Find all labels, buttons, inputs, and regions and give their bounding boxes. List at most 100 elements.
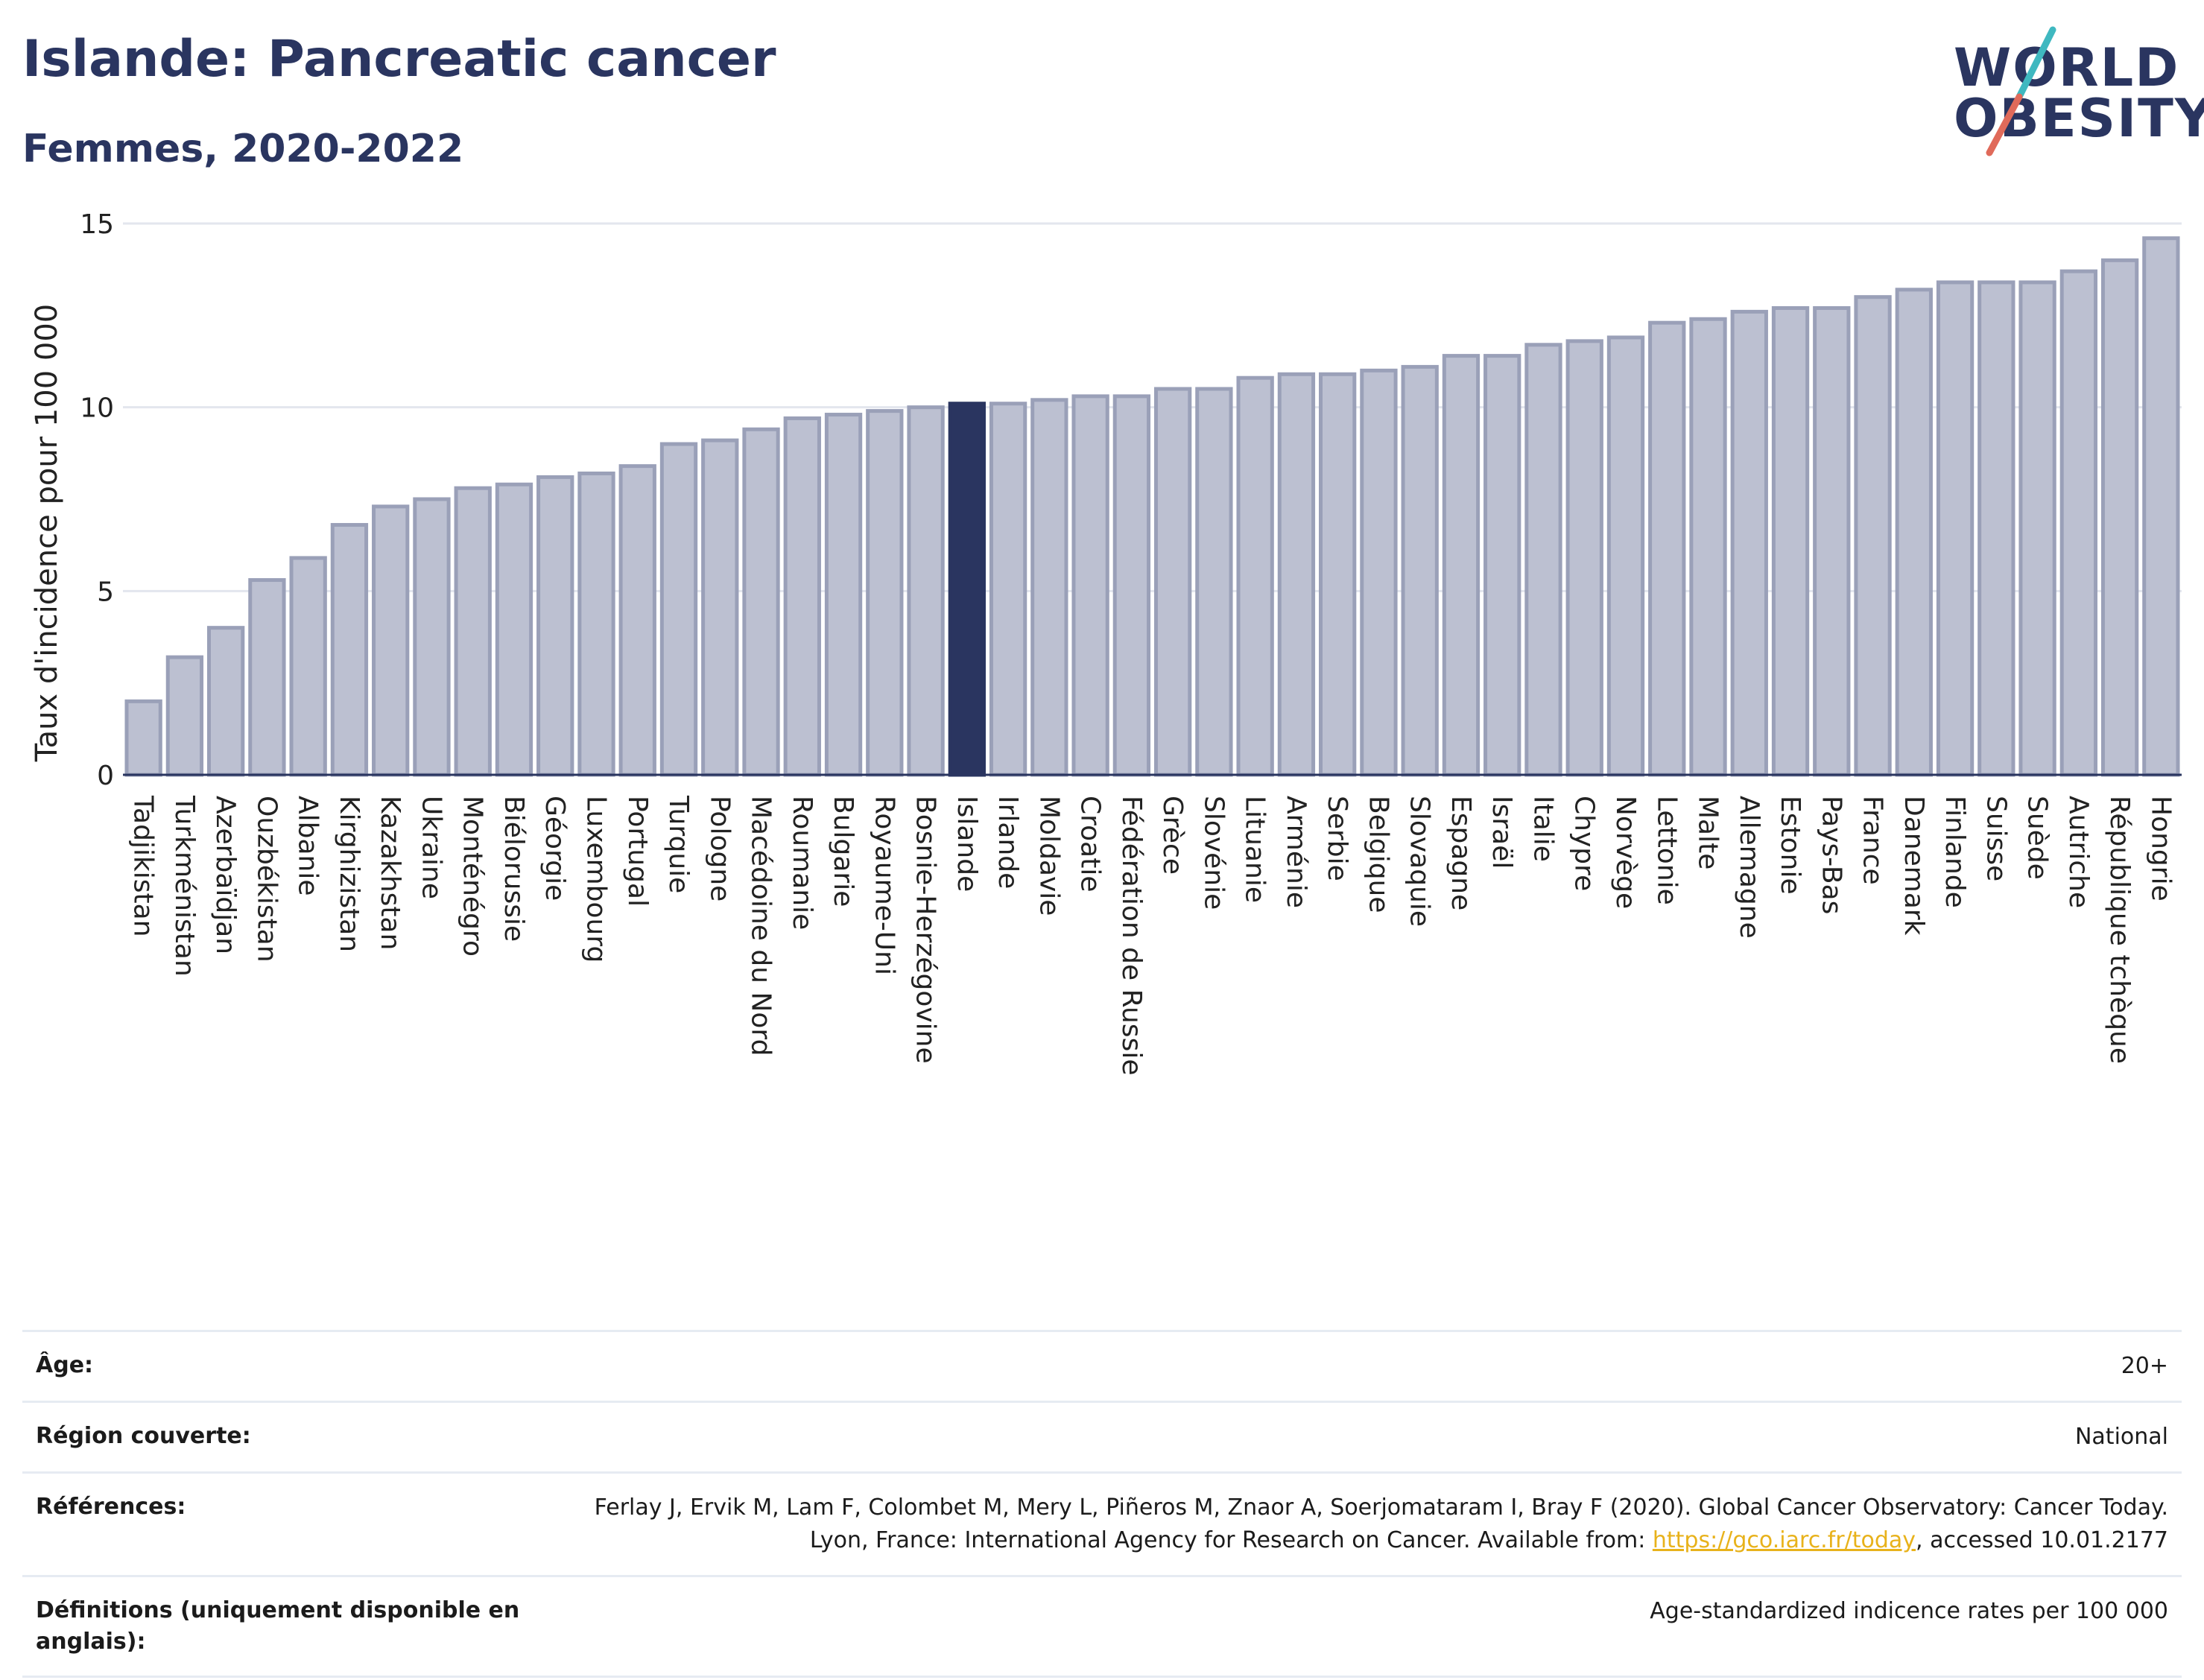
logo-line-1: WORLD [1954,37,2180,98]
bar [989,402,1027,777]
y-tick-label: 10 [80,393,114,424]
age-value: 20+ [2121,1353,2168,1379]
world-obesity-logo[interactable]: WORLD OBESITY [1937,22,2204,156]
bar [1153,387,1192,777]
bar [659,442,698,777]
bar [1606,335,1645,777]
x-tick-label: Slovénie [1198,796,1229,910]
x-tick-label: Macédoine du Nord [746,796,776,1056]
x-tick-label: Israël [1486,796,1517,869]
bar [1895,288,1933,777]
x-tick-label: Turquie [663,795,694,893]
x-tick-label: Ukraine [416,796,446,899]
bar [1442,354,1481,777]
bar [618,464,656,777]
x-tick-label: Allemagne [1734,796,1764,939]
x-tick-label: Kazakhstan [375,796,405,950]
bar [1977,280,2015,777]
bar [1319,372,1357,777]
x-tick-label: Croatie [1075,796,1106,893]
bar [1236,375,1274,777]
x-tick-label: Fédération de Russie [1116,796,1147,1075]
bar [2142,236,2180,777]
bar [907,405,945,777]
bar [866,409,904,777]
region-label: Région couverte: [36,1423,251,1449]
bar [289,556,327,777]
x-tick-label: Grèce [1157,796,1188,875]
references-label: Références: [36,1494,186,1520]
bar [1730,309,1768,777]
x-tick-label: Arménie [1281,796,1311,908]
x-tick-label: Turkménistan [169,795,200,977]
bar-chart: 0 5 10 15 Taux d'incidence pour 100 000 Tadji… [30,209,2182,1075]
x-tick-label: Suède [2022,796,2053,880]
x-tick-label: Biélorussie [498,796,529,942]
references-suffix: , accessed 10.01.2177 [1916,1527,2168,1553]
bar [577,471,615,777]
bar [2018,280,2056,777]
bar [206,626,245,777]
bar [824,413,863,777]
bar [1071,394,1109,777]
x-tick-label: Suisse [1980,796,2011,881]
references-link[interactable]: https://gco.iarc.fr/today [1652,1527,1916,1553]
x-tick-label: Moldavie [1033,796,1064,916]
bar [1030,398,1068,777]
x-tick-label: Tadjikistan [128,795,159,937]
bar [783,416,821,777]
bar [1936,280,1975,777]
bar [1689,317,1727,777]
bar [1524,343,1562,777]
definitions-label: Définitions (uniquement disponible en an… [36,1597,520,1655]
x-tick-label: Autriche [2063,796,2094,908]
x-tick-label: Kirghizistan [334,796,364,952]
x-tick-label: Irlande [992,796,1023,889]
bar [165,655,204,777]
age-label: Âge: [36,1352,94,1378]
bar [248,578,286,777]
bar [372,504,410,777]
x-tick-label: Ouzbékistan [251,796,282,963]
x-tick-label: Azerbaïdjan [210,796,241,954]
chart-subtitle: Femmes, 2020-2022 [22,127,464,171]
bar [413,497,451,777]
x-tick-label: Estonie [1775,796,1805,895]
bar [1401,364,1439,777]
meta-row-region: Région couverte: National [22,1401,2182,1471]
meta-row-references: Références: Ferlay J, Ervik M, Lam F, Co… [22,1471,2182,1575]
metadata-table: Âge: 20+ Région couverte: National Référ… [22,1330,2182,1678]
x-tick-label: Bulgarie [828,796,858,907]
x-tick-label: Finlande [1939,796,1970,908]
bar [1813,305,1851,777]
bar [1483,354,1521,777]
x-tick-label: Lituanie [1240,796,1270,903]
x-tick-label: Pologne [704,796,735,901]
y-tick-label: 15 [80,209,114,240]
x-tick-label: Lettonie [1651,796,1682,905]
x-tick-label: Monténégro [457,796,488,957]
x-tick-label: Chypre [1569,796,1600,891]
bar [1277,372,1316,777]
bar [495,482,533,777]
x-tick-label: Malte [1693,796,1723,869]
x-tick-label: Roumanie [787,796,817,930]
x-tick-label: Hongrie [2145,796,2176,901]
references-value: Ferlay J, Ervik M, Lam F, Colombet M, Me… [566,1492,2168,1557]
x-tick-label: Belgique [1363,796,1393,913]
bar [1360,368,1398,777]
x-tick-label: Islande [951,796,982,892]
x-tick-label: Luxembourg [580,796,611,963]
bar [2059,269,2098,777]
x-tick-label: Norvège [1610,796,1641,909]
chart-title: Islande: Pancreatic cancer [22,30,776,89]
meta-row-age: Âge: 20+ [22,1330,2182,1401]
y-tick-label: 5 [97,577,114,607]
bar [1648,320,1686,777]
bar [124,699,162,777]
x-tick-label: Serbie [1322,796,1352,881]
x-tick-label: République tchèque [2104,796,2135,1064]
bar [1195,387,1233,777]
bar [1771,305,1810,777]
bar [536,475,574,777]
